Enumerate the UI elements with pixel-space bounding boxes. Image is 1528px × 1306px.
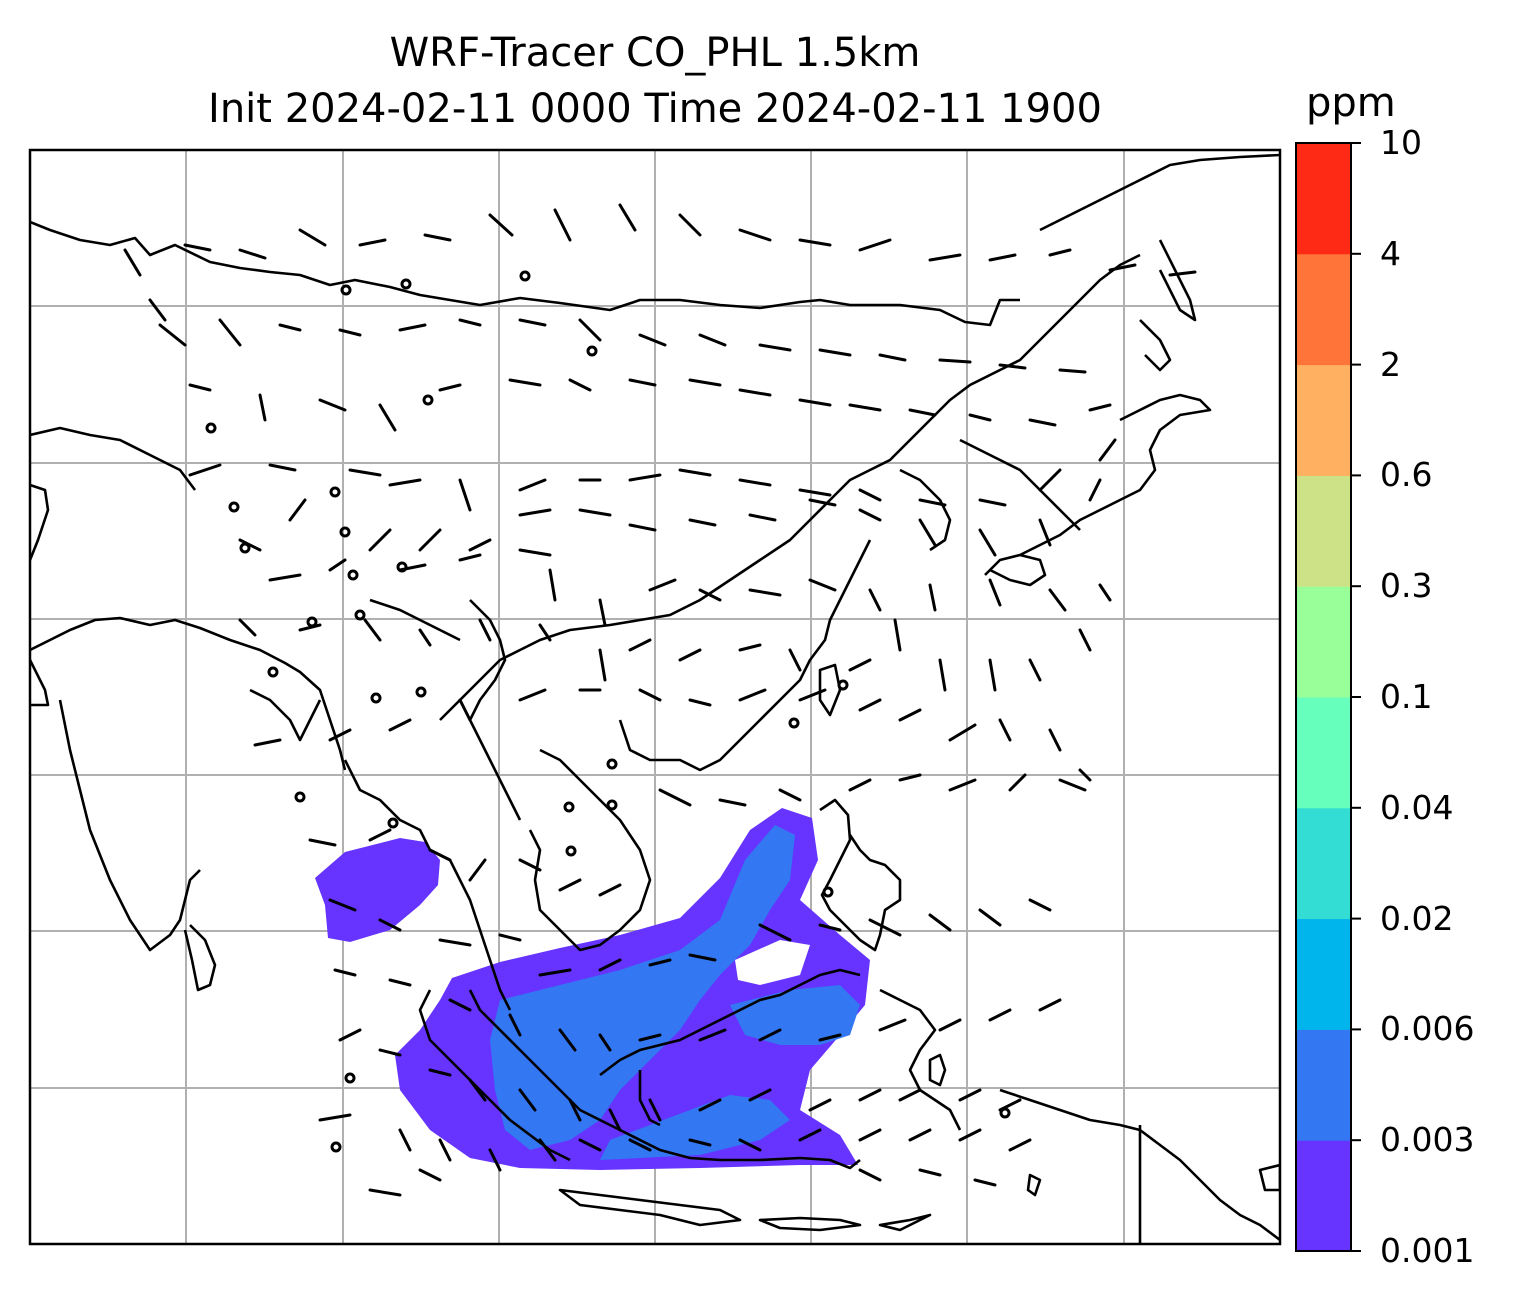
map-title-line1: WRF-Tracer CO_PHL 1.5km	[389, 30, 921, 76]
colorbar-tick-label: 4	[1380, 233, 1401, 273]
colorbar-band	[1296, 143, 1351, 255]
colorbar-tick-label: 0.006	[1380, 1009, 1475, 1049]
colorbar-band	[1296, 697, 1351, 809]
colorbar-tick-label: 10	[1380, 123, 1422, 162]
colorbar-band	[1296, 253, 1351, 366]
colorbar-band	[1296, 1029, 1351, 1141]
colorbar-unit-label: ppm	[1306, 80, 1396, 126]
colorbar-band	[1296, 1140, 1351, 1252]
colorbar-band	[1296, 475, 1351, 587]
colorbar-band	[1296, 918, 1351, 1030]
wind-barbs	[123, 203, 1197, 1197]
colorbar-tick-label: 0.003	[1380, 1120, 1475, 1160]
colorbar-tick-label: 0.001	[1380, 1231, 1475, 1270]
colorbar	[1295, 142, 1361, 1252]
colorbar-tick-label: 2	[1380, 344, 1401, 384]
map-title-line2: Init 2024-02-11 0000 Time 2024-02-11 190…	[208, 86, 1102, 132]
colorbar-tick-label: 0.02	[1380, 898, 1454, 938]
colorbar-band	[1296, 807, 1351, 920]
colorbar-tick-label: 0.6	[1380, 455, 1433, 495]
calm-wind-circles	[205, 270, 1011, 1153]
colorbar-tick-label: 0.04	[1380, 787, 1454, 827]
colorbar-band	[1296, 586, 1351, 698]
colorbar-tick-label: 0.3	[1380, 566, 1433, 606]
colorbar-tick-label: 0.1	[1380, 677, 1433, 716]
coastline-lines	[30, 153, 1280, 1244]
map-frame	[28, 148, 1282, 1246]
colorbar-band	[1296, 364, 1351, 476]
